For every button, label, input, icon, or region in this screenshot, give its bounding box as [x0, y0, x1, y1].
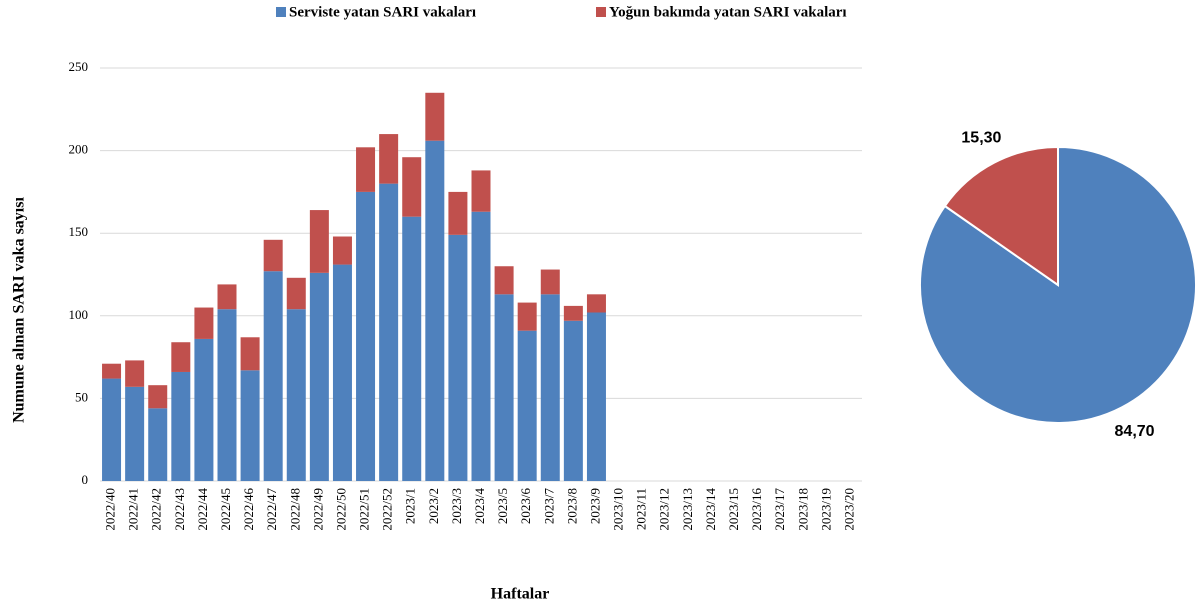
x-tick-label: 2023/1 — [403, 488, 418, 524]
x-tick-label: 2022/44 — [195, 488, 210, 531]
x-tick-label: 2023/12 — [657, 488, 672, 531]
x-tick-label: 2023/16 — [749, 488, 764, 531]
x-tick-label: 2022/46 — [241, 488, 256, 531]
pie-label: 84,70 — [1115, 423, 1155, 440]
bar-segment — [171, 342, 191, 372]
bar-segment — [194, 338, 214, 481]
x-tick-label: 2023/19 — [818, 488, 833, 531]
x-tick-label: 2022/49 — [310, 488, 325, 531]
bar-segment — [102, 363, 122, 379]
x-axis-label: Haftalar — [491, 586, 550, 603]
bar-segment — [240, 370, 260, 481]
x-tick-label: 2022/51 — [357, 488, 372, 531]
y-tick-label: 0 — [82, 472, 89, 487]
x-tick-label: 2023/15 — [726, 488, 741, 531]
x-tick-label: 2023/3 — [449, 488, 464, 524]
x-tick-label: 2022/52 — [380, 488, 395, 531]
bar-segment — [332, 264, 352, 481]
bar-segment — [402, 157, 422, 217]
x-tick-label: 2022/40 — [103, 488, 118, 531]
bar-segment — [171, 371, 191, 481]
pie-label: 15,30 — [961, 129, 1001, 146]
x-tick-label: 2023/8 — [564, 488, 579, 524]
bar-segment — [586, 294, 606, 313]
y-axis-label: Numune alınan SARI vaka sayısı — [11, 197, 28, 423]
bar-segment — [563, 305, 583, 321]
bar-segment — [194, 307, 214, 339]
x-tick-label: 2023/11 — [634, 488, 649, 530]
pie-slice — [943, 145, 1059, 287]
bar-segment — [286, 277, 306, 310]
x-tick-label: 2022/45 — [218, 488, 233, 531]
bar-segment — [563, 320, 583, 481]
y-tick-label: 200 — [69, 142, 89, 157]
bar-segment — [125, 360, 145, 387]
bar-segment — [471, 211, 491, 481]
y-tick-label: 250 — [69, 59, 89, 74]
x-tick-label: 2022/41 — [126, 488, 141, 531]
bar-segment — [379, 134, 399, 184]
x-tick-label: 2023/20 — [841, 488, 856, 531]
x-tick-label: 2023/9 — [587, 488, 602, 524]
legend-swatch — [276, 7, 286, 17]
bar-segment — [217, 309, 237, 481]
x-tick-label: 2022/47 — [264, 488, 279, 531]
x-tick-label: 2022/50 — [333, 488, 348, 531]
x-tick-label: 2023/5 — [495, 488, 510, 524]
bar-segment — [471, 170, 491, 212]
bar-segment — [240, 337, 260, 371]
bar-segment — [494, 294, 514, 481]
x-tick-label: 2023/14 — [703, 488, 718, 531]
legend-label: Yoğun bakımda yatan SARI vakaları — [609, 4, 847, 20]
x-tick-label: 2023/13 — [680, 488, 695, 531]
bar-segment — [309, 210, 329, 273]
bar-segment — [332, 236, 352, 265]
x-tick-label: 2022/48 — [287, 488, 302, 531]
bar-segment — [148, 408, 168, 481]
bar-segment — [286, 309, 306, 481]
x-tick-label: 2022/43 — [172, 488, 187, 531]
bar-segment — [448, 234, 468, 481]
bar-segment — [309, 272, 329, 481]
x-tick-label: 2023/17 — [772, 488, 787, 531]
legend-swatch — [596, 7, 606, 17]
x-tick-label: 2023/18 — [795, 488, 810, 531]
bar-segment — [217, 284, 237, 310]
bar-segment — [102, 378, 122, 481]
y-tick-label: 50 — [75, 389, 88, 404]
x-tick-label: 2023/6 — [518, 488, 533, 525]
x-tick-label: 2022/42 — [149, 488, 164, 531]
bar-segment — [448, 191, 468, 235]
bar-segment — [125, 386, 145, 481]
bar-segment — [494, 266, 514, 295]
bar-segment — [148, 385, 168, 409]
x-tick-label: 2023/2 — [426, 488, 441, 524]
bar-segment — [586, 312, 606, 481]
x-tick-label: 2023/10 — [611, 488, 626, 531]
bar-segment — [517, 302, 537, 331]
bar-segment — [263, 239, 283, 272]
y-tick-label: 100 — [69, 307, 89, 322]
bar-segment — [379, 183, 399, 481]
bar-segment — [356, 191, 376, 481]
bar-segment — [263, 271, 283, 481]
x-tick-label: 2023/4 — [472, 488, 487, 525]
bar-segment — [402, 216, 422, 481]
legend-label: Serviste yatan SARI vakaları — [289, 4, 476, 20]
y-tick-label: 150 — [69, 224, 89, 239]
bar-segment — [425, 140, 445, 482]
x-tick-label: 2023/7 — [541, 488, 556, 525]
bar-segment — [540, 269, 560, 295]
bar-segment — [540, 294, 560, 481]
bar-segment — [517, 330, 537, 481]
bar-segment — [425, 92, 445, 141]
bar-segment — [356, 147, 376, 192]
